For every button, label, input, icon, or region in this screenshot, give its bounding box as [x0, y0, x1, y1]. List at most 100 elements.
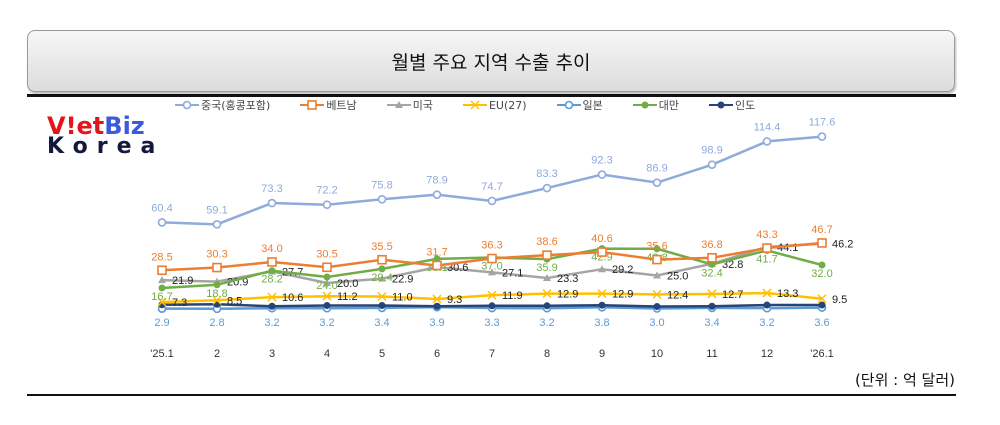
legend-item: 중국(홍콩포함) [175, 97, 270, 113]
data-point [542, 183, 552, 193]
x-tick-label: 8 [544, 348, 550, 360]
data-point [762, 243, 772, 253]
data-point [762, 137, 772, 146]
data-label: 30.5 [316, 248, 337, 260]
data-point [598, 265, 606, 273]
data-point [597, 289, 607, 299]
logo-text-korea: Korea [47, 134, 165, 159]
data-label: 46.7 [811, 224, 832, 236]
data-label: 35.6 [646, 241, 667, 253]
data-point [488, 268, 496, 276]
legend-marker [394, 101, 403, 108]
data-point [433, 302, 441, 310]
data-point [652, 178, 662, 187]
data-label: 2.8 [209, 317, 224, 329]
data-point [487, 290, 497, 300]
legend-item: 미국 [386, 97, 433, 113]
legend-swatch-icon [709, 101, 734, 109]
data-label: 114.4 [754, 121, 781, 133]
data-label: 60.4 [151, 202, 172, 214]
x-tick-label: 10 [651, 348, 663, 360]
legend-swatch-icon [386, 101, 411, 108]
data-point [543, 274, 551, 282]
data-point [322, 291, 332, 301]
data-label: 3.4 [374, 317, 389, 329]
data-point [267, 198, 277, 208]
legend-swatch-icon [632, 101, 657, 109]
x-tick-label: 7 [489, 348, 495, 360]
data-point [652, 289, 662, 299]
data-label: 11.2 [337, 291, 358, 303]
data-point [158, 284, 166, 292]
legend-marker [717, 101, 725, 109]
data-point [378, 265, 386, 273]
data-point [268, 302, 276, 310]
data-label: 21.9 [172, 275, 193, 287]
series-3: 7.3 8.5 10.6 11.2 11.0 9.3 11.9 12.9 12.9 12.4 12.… [157, 288, 847, 309]
data-label: 73.3 [261, 183, 282, 195]
data-label: 74.7 [481, 181, 502, 193]
legend-marker [307, 100, 318, 110]
data-point [817, 238, 827, 248]
data-point [542, 250, 552, 260]
data-point [158, 276, 166, 284]
data-label: 24.0 [316, 280, 337, 292]
data-point [322, 200, 332, 209]
data-point [268, 267, 276, 275]
data-label: 16.7 [151, 291, 172, 303]
chart-legend: 중국(홍콩포함) 베트남 미국 EU(27) 일본 대만 인도 [175, 97, 785, 113]
data-point [817, 294, 827, 304]
data-point [707, 160, 717, 169]
data-label: 46.2 [832, 239, 853, 251]
data-label: 11.9 [502, 290, 523, 302]
data-label: 10.6 [282, 292, 303, 304]
data-label: 12.9 [557, 289, 578, 301]
data-point [707, 289, 717, 299]
data-point [157, 218, 167, 227]
legend-item: 일본 [556, 97, 603, 113]
data-point [322, 262, 332, 273]
legend-marker [470, 100, 480, 110]
legend-label: EU(27) [488, 98, 527, 112]
x-tick-label: 3 [269, 348, 275, 360]
legend-label: 미국 [412, 99, 433, 112]
data-point [157, 297, 167, 307]
series-1: 28.5 30.3 34.0 30.5 35.5 31.7 36.3 38.6 40.6 35.6… [151, 224, 833, 276]
data-label: 38.6 [536, 236, 557, 248]
data-point [267, 292, 277, 302]
data-label: 9.3 [447, 294, 462, 306]
legend-item: EU(27) [462, 97, 527, 113]
chart-title-box: 월별 주요 지역 수출 추이 [27, 30, 955, 92]
legend-swatch-icon [462, 100, 487, 110]
legend-item: 대만 [632, 97, 679, 113]
bottom-divider [27, 394, 956, 396]
data-label: 23.3 [557, 273, 578, 285]
data-label: 36.3 [481, 240, 502, 252]
x-tick-label: 6 [434, 348, 440, 360]
data-point [323, 273, 331, 281]
legend-marker [641, 101, 649, 109]
data-label: 37.0 [481, 261, 502, 273]
data-label: 32.4 [701, 267, 722, 279]
data-label: 3.2 [264, 317, 279, 329]
data-label: 20.0 [337, 278, 358, 290]
x-tick-label: '26.1 [810, 348, 834, 360]
chart-title: 월별 주요 지역 수출 추이 [391, 51, 591, 74]
logo-text-viet: V!et [47, 112, 105, 140]
data-point [487, 196, 497, 206]
data-label: 92.3 [591, 155, 612, 167]
data-point [323, 279, 331, 286]
data-label: 3.0 [649, 317, 664, 329]
data-point [543, 302, 551, 310]
data-label: 59.1 [206, 204, 227, 216]
data-label: 29.2 [612, 264, 633, 276]
data-point [432, 190, 442, 199]
data-point [763, 301, 771, 309]
data-point [597, 170, 607, 179]
data-point [377, 195, 387, 204]
data-label: 3.9 [429, 317, 444, 329]
data-label: 31.7 [426, 246, 447, 258]
data-point [653, 245, 661, 253]
data-point [817, 132, 827, 141]
